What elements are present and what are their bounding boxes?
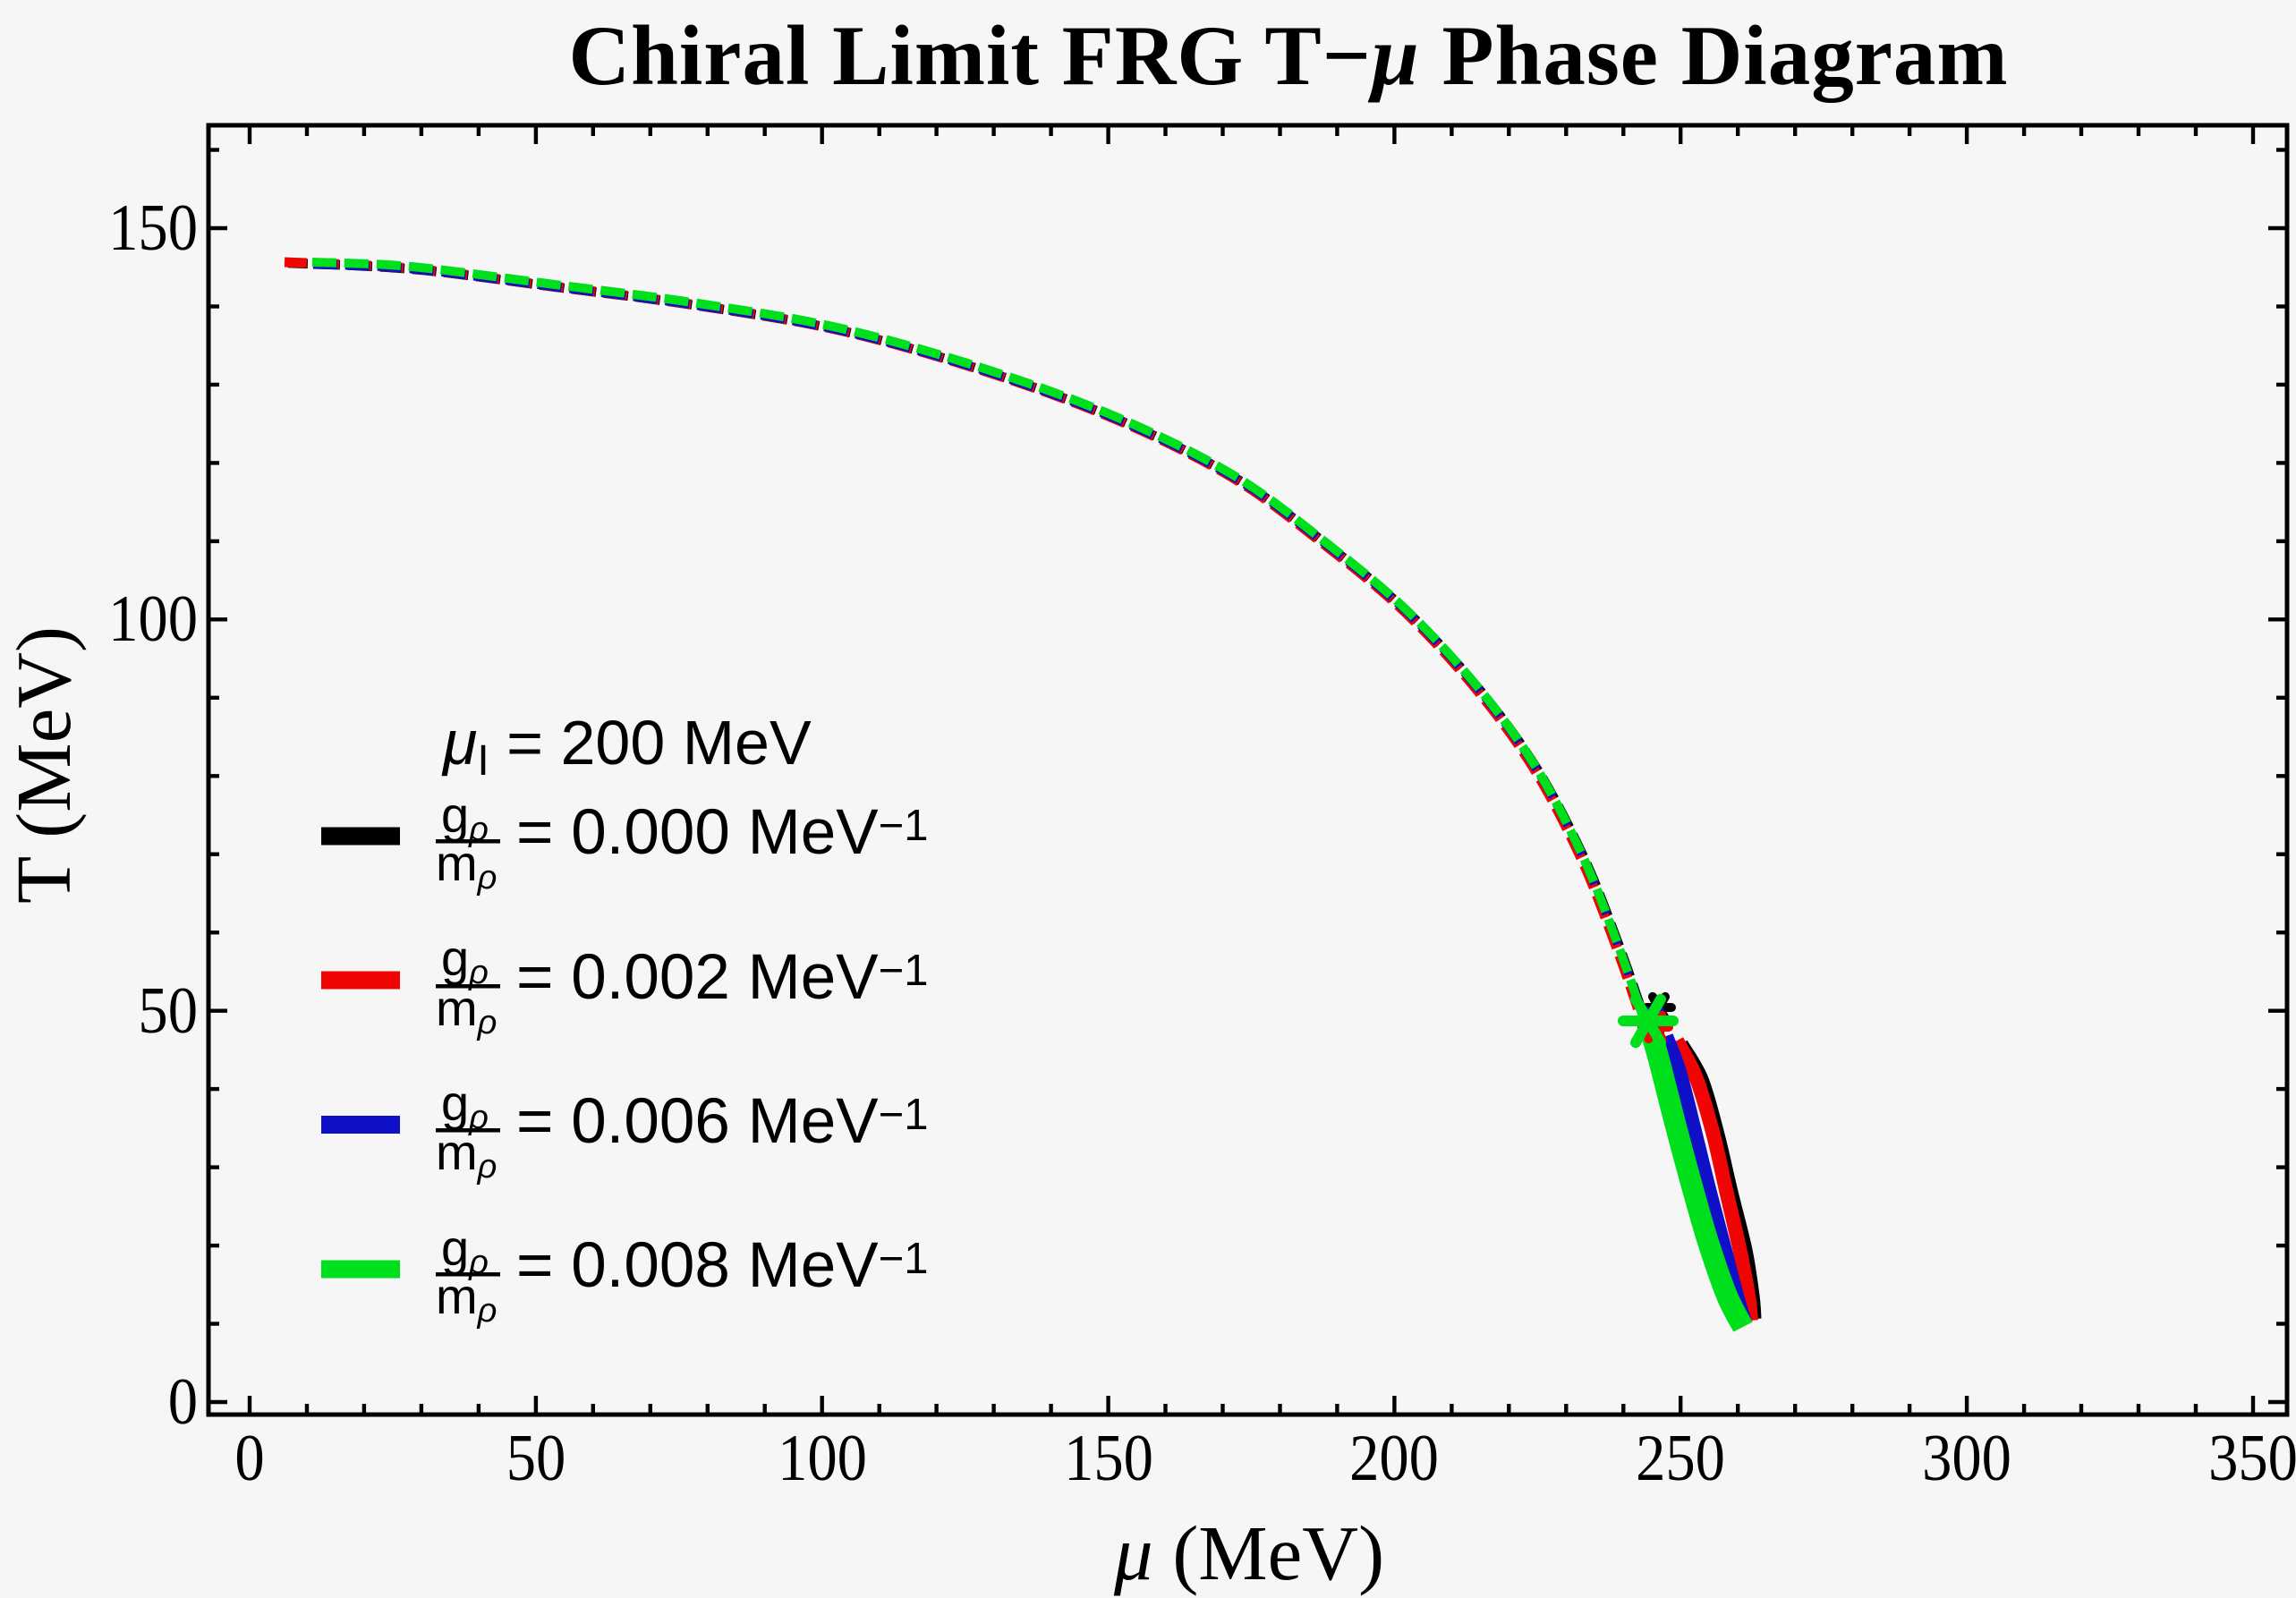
- svg-text:μI = 200 MeV: μI = 200 MeV: [441, 708, 812, 785]
- svg-text:T (MeV): T (MeV): [0, 626, 87, 904]
- svg-text:50: 50: [138, 974, 198, 1048]
- svg-text:0: 0: [168, 1365, 198, 1439]
- svg-text:200: 200: [1349, 1422, 1439, 1495]
- svg-text:150: 150: [1064, 1422, 1153, 1495]
- svg-text:Chiral Limit FRG T−μ Phase Dia: Chiral Limit FRG T−μ Phase Diagram: [568, 8, 2008, 103]
- svg-text:μ (MeV): μ (MeV): [1113, 1509, 1384, 1596]
- svg-text:100: 100: [108, 582, 198, 656]
- svg-text:50: 50: [506, 1422, 566, 1495]
- svg-text:= 0.000 MeV−1: = 0.000 MeV−1: [516, 797, 928, 868]
- svg-text:mρ: mρ: [436, 1268, 497, 1330]
- svg-text:150: 150: [108, 191, 198, 265]
- svg-text:100: 100: [778, 1422, 867, 1495]
- svg-text:= 0.006 MeV−1: = 0.006 MeV−1: [516, 1086, 928, 1157]
- svg-text:gρ: gρ: [441, 930, 489, 991]
- svg-text:0: 0: [234, 1422, 264, 1495]
- svg-text:350: 350: [2208, 1422, 2296, 1495]
- svg-text:= 0.008 MeV−1: = 0.008 MeV−1: [516, 1230, 928, 1301]
- svg-text:= 0.002 MeV−1: = 0.002 MeV−1: [516, 942, 928, 1013]
- svg-text:mρ: mρ: [436, 980, 497, 1041]
- svg-text:250: 250: [1636, 1422, 1725, 1495]
- svg-text:300: 300: [1922, 1422, 2011, 1495]
